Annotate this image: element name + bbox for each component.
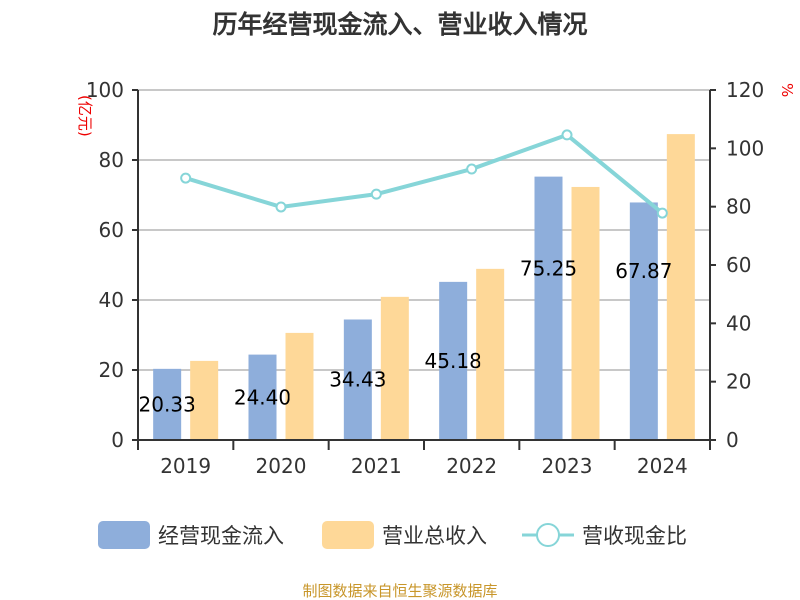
x-tick-label: 2020 (256, 454, 307, 478)
data-label: 45.18 (425, 349, 482, 373)
legend-swatch-ratio-marker (536, 523, 560, 547)
left-tick-label: 20 (99, 358, 124, 382)
right-tick-label: 20 (726, 370, 751, 394)
line-point (656, 207, 668, 219)
data-label: 20.33 (139, 392, 196, 416)
bar-revenue (571, 186, 600, 440)
legend-swatch-revenue (322, 521, 374, 549)
x-tick-label: 2019 (160, 454, 211, 478)
left-tick-label: 80 (99, 148, 124, 172)
right-tick-label: 0 (726, 428, 739, 452)
left-tick-label: 100 (86, 78, 124, 102)
left-tick-label: 60 (99, 218, 124, 242)
bar-cash-inflow (439, 281, 468, 440)
bar-cash-inflow (629, 202, 658, 440)
data-label: 24.40 (234, 385, 291, 409)
source-note: 制图数据来自恒生聚源数据库 (302, 582, 497, 600)
data-label: 75.25 (520, 256, 577, 280)
bar-revenue (285, 332, 314, 440)
bar-cash-inflow (534, 176, 563, 440)
right-tick-label: 80 (726, 195, 751, 219)
line-ratio (185, 132, 664, 215)
data-label: 67.87 (615, 259, 672, 283)
bar-revenue (476, 268, 505, 440)
legend-swatch-cash-inflow (98, 521, 150, 549)
legend-label-cash-inflow: 经营现金流入 (158, 524, 284, 548)
left-tick-label: 40 (99, 288, 124, 312)
bar-revenue (190, 360, 219, 440)
legend-label-revenue: 营业总收入 (382, 524, 487, 548)
bar-cash-inflow (153, 368, 182, 440)
line-point (466, 163, 478, 175)
legend-label-ratio: 营收现金比 (582, 524, 687, 548)
right-axis-unit: % (778, 83, 796, 97)
x-tick-label: 2021 (351, 454, 402, 478)
right-tick-label: 100 (726, 136, 764, 160)
x-tick-label: 2024 (637, 454, 688, 478)
chart-title: 历年经营现金流入、营业收入情况 (212, 10, 587, 39)
right-tick-label: 120 (726, 78, 764, 102)
line-point (275, 201, 287, 213)
right-tick-label: 60 (726, 253, 751, 277)
x-tick-label: 2023 (542, 454, 593, 478)
bar-cash-inflow (343, 319, 372, 440)
left-tick-label: 0 (111, 428, 124, 452)
line-point (561, 129, 573, 141)
line-point (370, 188, 382, 200)
right-tick-label: 40 (726, 311, 751, 335)
bar-revenue (380, 296, 409, 440)
bar-revenue (666, 134, 695, 440)
data-label: 34.43 (329, 368, 386, 392)
line-point (180, 172, 192, 184)
left-axis-unit: (亿元) (76, 95, 94, 137)
bar-cash-inflow (248, 354, 277, 440)
x-tick-label: 2022 (446, 454, 497, 478)
